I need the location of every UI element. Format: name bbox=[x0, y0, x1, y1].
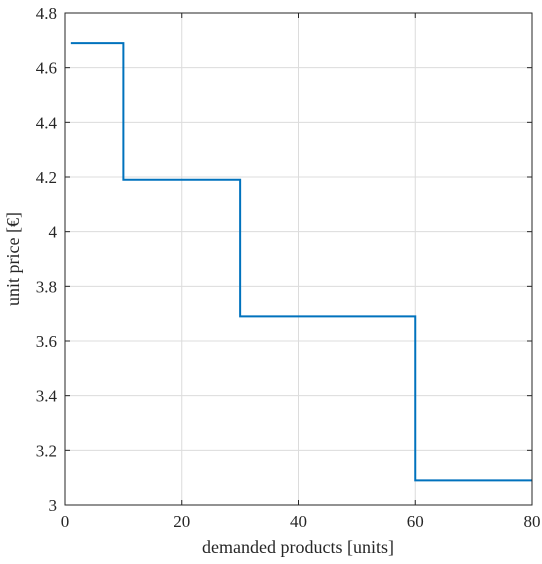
y-tick-label: 4.8 bbox=[36, 4, 57, 23]
y-tick-label: 3 bbox=[49, 496, 58, 515]
x-tick-label: 40 bbox=[290, 512, 307, 531]
price-step-line bbox=[70, 42, 532, 482]
y-tick-label: 4.4 bbox=[36, 113, 58, 132]
y-tick-label: 3.8 bbox=[36, 277, 57, 296]
y-axis-label: unit price [€] bbox=[3, 212, 23, 306]
x-axis-label: demanded products [units] bbox=[202, 537, 394, 557]
x-tick-label: 0 bbox=[61, 512, 70, 531]
y-tick-label: 4.6 bbox=[36, 59, 57, 78]
x-tick-label: 20 bbox=[173, 512, 190, 531]
tick-labels: 0 20 40 60 80 3 3.2 3.4 3.6 3.8 4 4.2 4.4 4.6 4.8 bbox=[36, 4, 541, 531]
data-series bbox=[70, 42, 532, 482]
y-tick-label: 3.4 bbox=[36, 387, 58, 406]
axis-ticks bbox=[64, 12, 533, 506]
y-tick-label: 4 bbox=[49, 223, 58, 242]
x-tick-label: 60 bbox=[407, 512, 424, 531]
y-tick-label: 3.6 bbox=[36, 332, 57, 351]
grid-lines bbox=[65, 13, 532, 505]
x-tick-label: 80 bbox=[524, 512, 541, 531]
y-tick-label: 4.2 bbox=[36, 168, 57, 187]
y-tick-label: 3.2 bbox=[36, 441, 57, 460]
